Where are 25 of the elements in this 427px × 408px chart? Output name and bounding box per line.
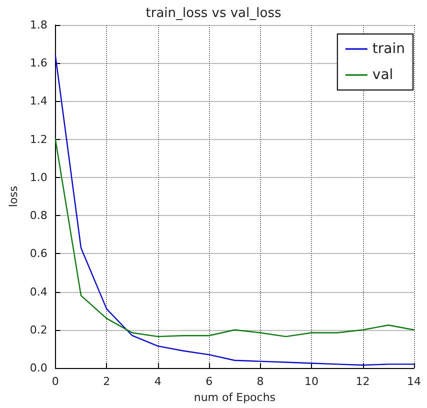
- y-tick-label: 1.4: [30, 94, 48, 108]
- y-tick-label: 0.2: [30, 323, 48, 336]
- x-axis-title: num of Epochs: [194, 391, 276, 404]
- y-tick-label: 1.8: [30, 18, 48, 32]
- y-tick-label: 0.6: [30, 247, 48, 260]
- y-axis-title: loss: [7, 186, 20, 208]
- x-tick-label: 6: [206, 375, 213, 388]
- line-series: [54, 138, 415, 338]
- line-series: [54, 54, 415, 366]
- x-tick-label: 0: [52, 375, 59, 388]
- y-tick-label: 0.4: [30, 285, 48, 298]
- x-tick-label: 10: [304, 375, 319, 388]
- x-tick-label: 2: [103, 375, 110, 388]
- legend-label: val: [372, 67, 394, 83]
- chart-title: train_loss vs val_loss: [146, 6, 282, 21]
- y-tick-label: 1.6: [30, 56, 48, 70]
- legend-label: train: [372, 41, 406, 57]
- x-tick-label: 8: [256, 375, 264, 388]
- y-tick-label: 1.0: [30, 170, 48, 184]
- x-tick-label: 4: [154, 375, 162, 388]
- y-tick-label: 0.0: [30, 362, 48, 374]
- y-tick-label: 1.2: [30, 132, 48, 146]
- x-tick-label: 12: [356, 375, 370, 388]
- x-tick-label: 14: [407, 375, 421, 388]
- y-tick-label: 0.8: [30, 209, 48, 222]
